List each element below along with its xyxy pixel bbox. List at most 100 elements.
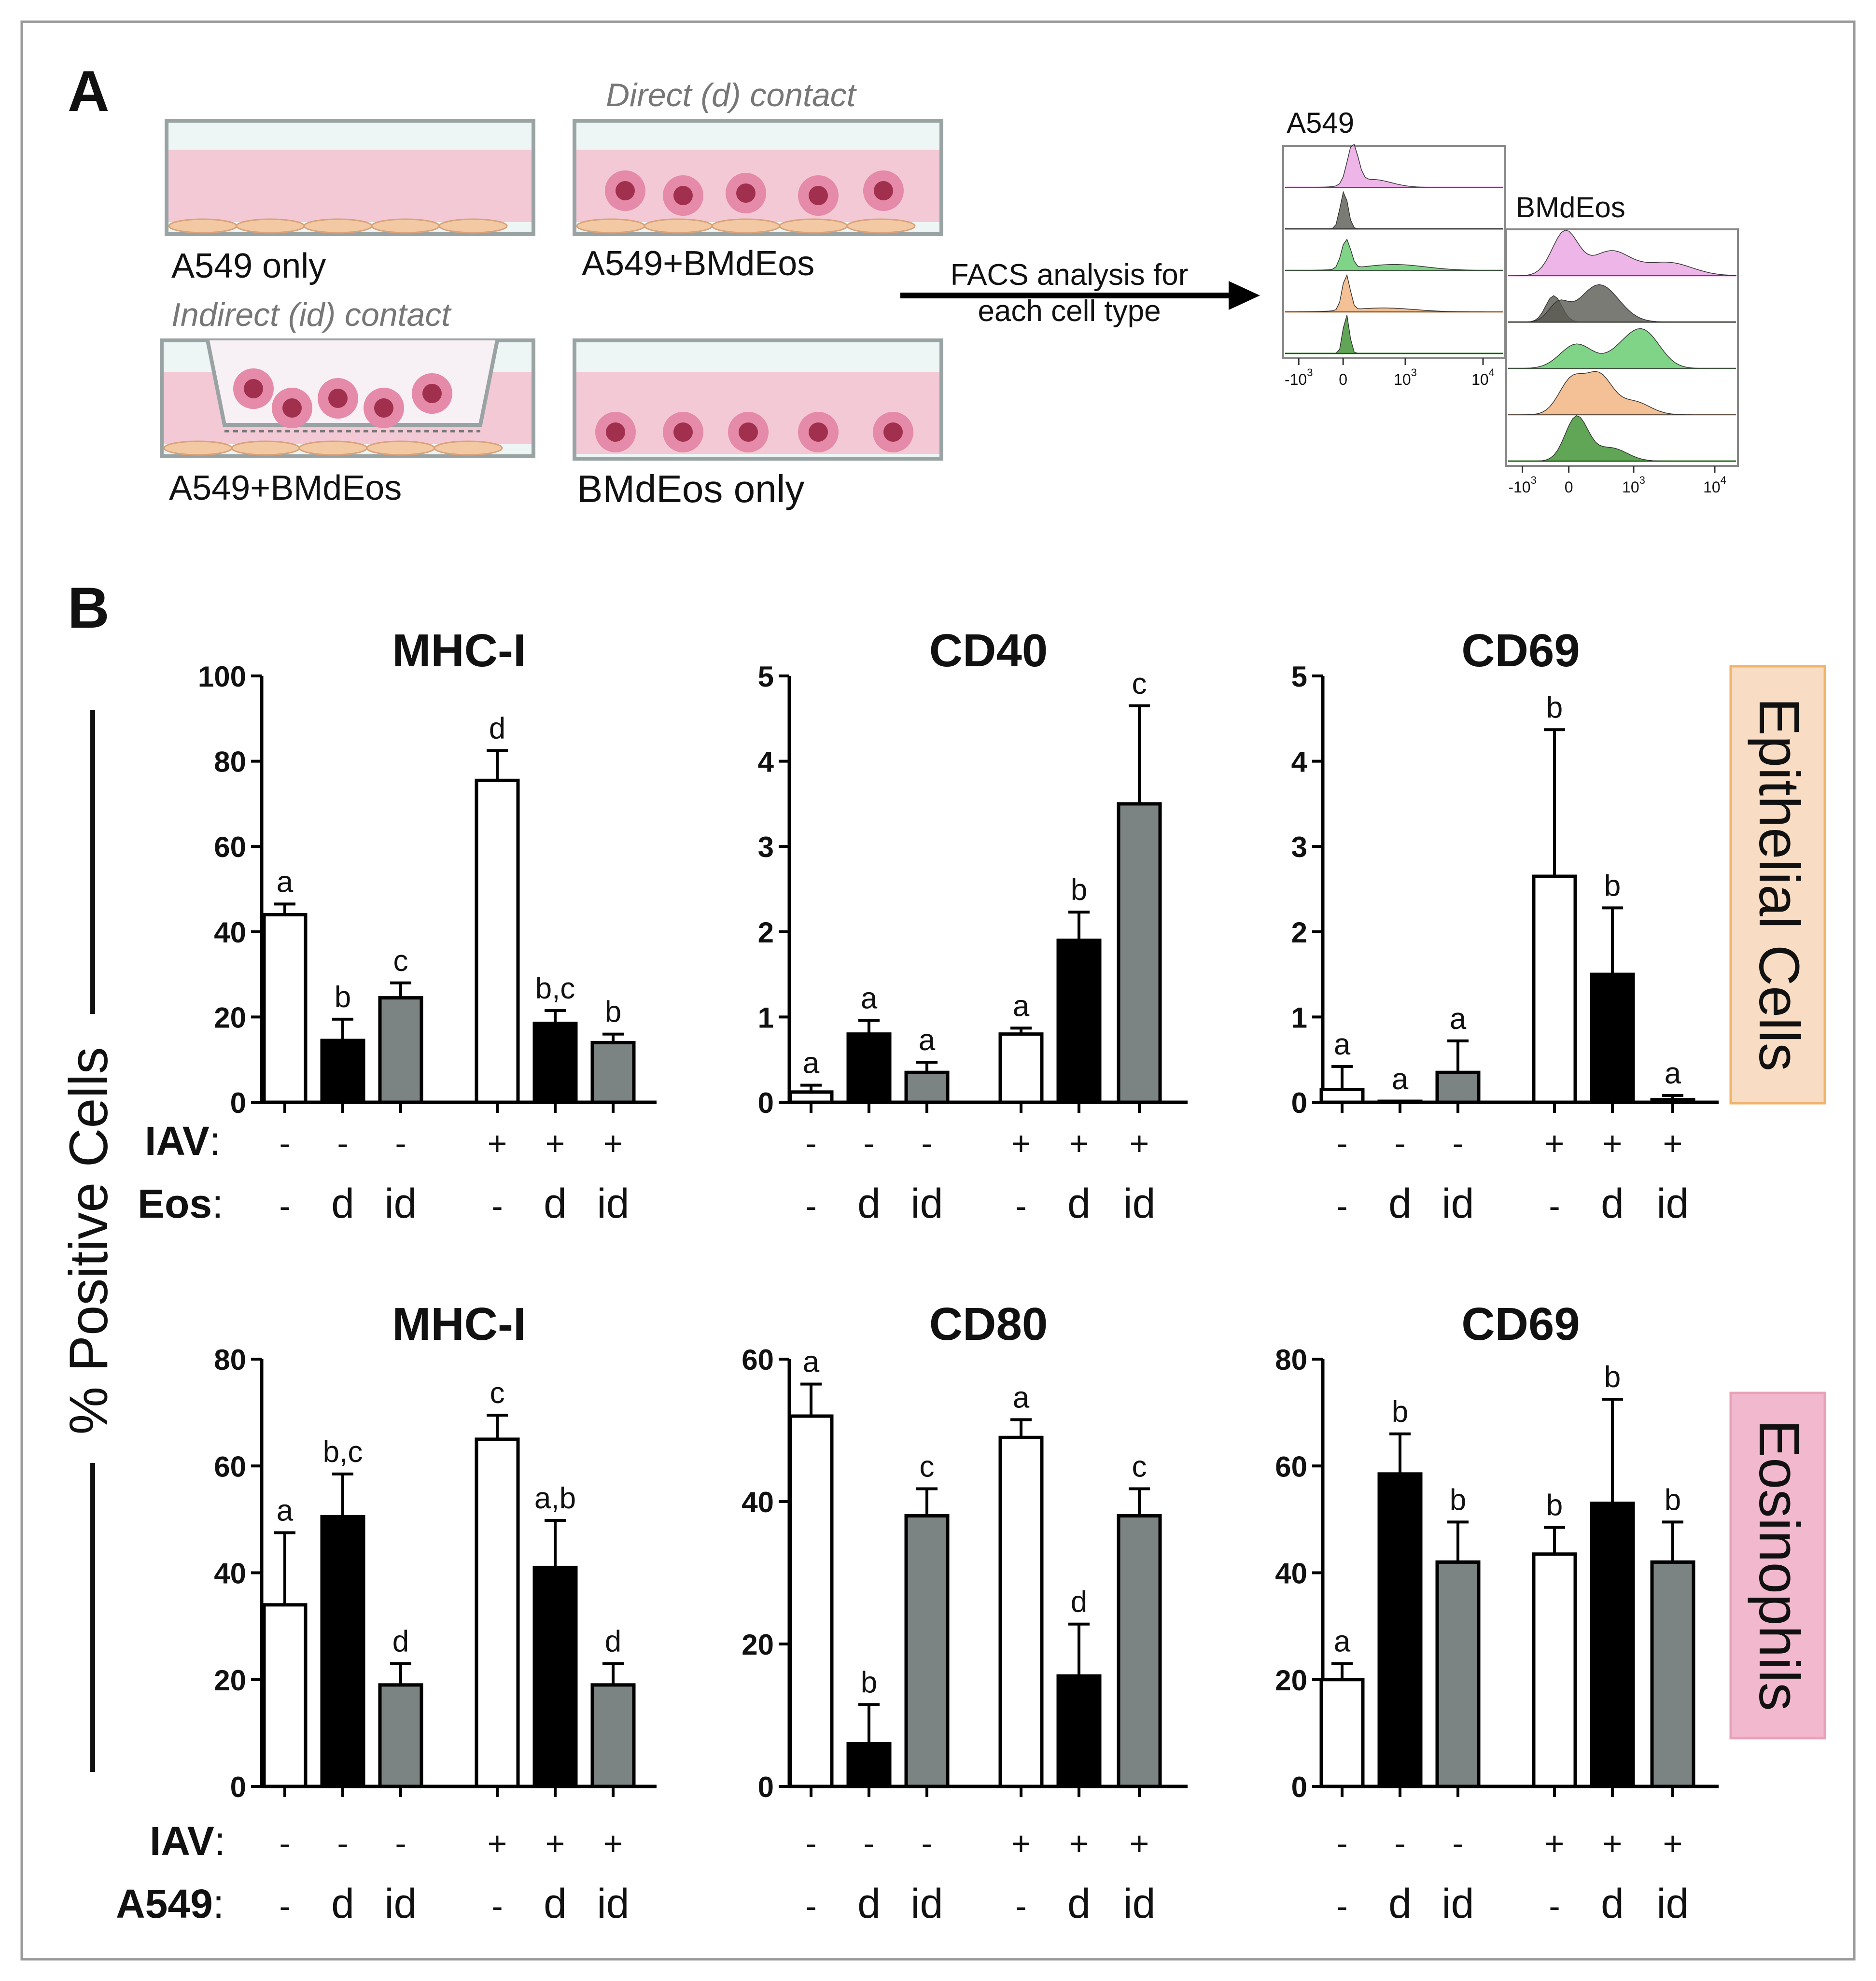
significance-letter: b xyxy=(335,981,351,1014)
treatment-sign: - xyxy=(1549,1187,1560,1225)
treatment-sign: - xyxy=(1549,1887,1560,1925)
treatment-sign: - xyxy=(491,1887,503,1925)
histogram-tick-label: 104 xyxy=(1703,474,1726,496)
bar xyxy=(590,1683,636,1788)
panel-a-label: A xyxy=(68,59,110,124)
y-tick-label: 1 xyxy=(758,1001,774,1034)
treatment-sign: + xyxy=(1603,1825,1623,1862)
treatment-sign: - xyxy=(1394,1124,1405,1162)
treatment-sign: - xyxy=(1336,1187,1347,1225)
treatment-sign: - xyxy=(279,1887,290,1925)
treatment-sign: - xyxy=(1452,1825,1463,1862)
bar xyxy=(1650,1098,1695,1104)
bar xyxy=(1590,972,1635,1104)
treatment-sign: id xyxy=(1657,1881,1689,1927)
significance-letter: c xyxy=(1132,1450,1147,1483)
significance-letter: a xyxy=(277,865,294,899)
treatment-sign: id xyxy=(911,1881,943,1927)
treatment-sign: d xyxy=(1388,1881,1412,1927)
histogram-curve xyxy=(1508,371,1736,415)
significance-letter: a xyxy=(1665,1057,1681,1090)
treatment-sign: + xyxy=(1011,1124,1031,1162)
y-tick-label: 5 xyxy=(758,660,774,693)
bar xyxy=(262,1603,308,1788)
bar xyxy=(378,996,423,1104)
row-label-eosinophils-text: Eosinophils xyxy=(1747,1419,1811,1711)
bar xyxy=(475,1437,520,1788)
row-label-box xyxy=(1729,1391,1826,1740)
treatment-sign: - xyxy=(279,1825,290,1862)
treatment-sign: - xyxy=(1394,1825,1405,1862)
treatment-sign: id xyxy=(1657,1180,1689,1227)
significance-letter: a xyxy=(1013,1381,1030,1414)
y-tick-label: 40 xyxy=(1275,1558,1307,1590)
bar xyxy=(904,1514,950,1788)
histogram-bmdeos: BMdEos -103 0 103 104 xyxy=(1505,191,1739,496)
bar xyxy=(1650,1560,1695,1788)
y-tick-label: 100 xyxy=(198,660,246,693)
bar xyxy=(1377,1472,1423,1788)
treatment-sign: - xyxy=(1015,1887,1026,1925)
histogram-bmdeos-title: BMdEos xyxy=(1516,191,1625,224)
histogram-curve xyxy=(1285,239,1503,271)
treatment-sign: - xyxy=(805,1887,816,1925)
significance-letter: b xyxy=(1546,691,1563,724)
facs-arrow-text-1: FACS analysis for xyxy=(951,258,1189,292)
bar xyxy=(1435,1070,1481,1104)
treatment-sign: d xyxy=(544,1881,567,1927)
y-tick-label: 20 xyxy=(1275,1664,1307,1697)
well-label-direct: A549+BMdEos xyxy=(582,244,814,283)
y-tick-label: 3 xyxy=(758,831,774,863)
y-tick-label: 60 xyxy=(742,1344,774,1376)
significance-letter: a xyxy=(1334,1625,1351,1658)
y-tick-label: 40 xyxy=(214,1558,246,1590)
significance-letter: b xyxy=(1546,1489,1563,1522)
significance-letter: d xyxy=(1071,1586,1087,1619)
bar xyxy=(998,1435,1044,1788)
histogram-tick-exponent: 4 xyxy=(1489,366,1495,379)
well-label-a549-only: A549 only xyxy=(171,247,326,285)
treatment-sign: - xyxy=(805,1124,816,1162)
treatment-sign: + xyxy=(1069,1825,1089,1862)
significance-letter: b xyxy=(1604,1361,1621,1394)
significance-letter: b xyxy=(861,1666,877,1699)
significance-letter: b xyxy=(1392,1395,1408,1429)
treatment-sign: id xyxy=(385,1881,417,1927)
histogram-curve xyxy=(1285,143,1503,188)
treatment-sign: - xyxy=(1336,1124,1347,1162)
significance-letter: b xyxy=(1450,1483,1466,1517)
treatment-sign: id xyxy=(597,1180,630,1227)
treatment-sign: id xyxy=(1123,1881,1156,1927)
y-axis-title-group: % Positive Cells xyxy=(58,710,119,1772)
significance-letter: a,b xyxy=(534,1482,576,1515)
chart-title: CD69 xyxy=(1461,1298,1580,1350)
treatment-sign: - xyxy=(279,1124,290,1162)
treatment-sign: - xyxy=(337,1825,348,1862)
bar-charts: MHC-I020406080100a--b-dc-idd+-b,c+db+idC… xyxy=(198,625,1719,1927)
significance-letter: b,c xyxy=(535,972,575,1005)
y-tick-label: 0 xyxy=(1291,1771,1307,1803)
treatment-sign: - xyxy=(279,1187,290,1225)
significance-letter: b xyxy=(605,996,621,1029)
bar xyxy=(1435,1560,1481,1788)
bar xyxy=(1532,874,1577,1104)
treatment-sign: - xyxy=(395,1825,406,1862)
treatment-sign: - xyxy=(1336,1825,1347,1862)
significance-letter: a xyxy=(861,982,878,1015)
bar xyxy=(1319,1678,1365,1788)
bar xyxy=(846,1032,892,1104)
treatment-sign: + xyxy=(1069,1124,1089,1162)
histogram-tick-label: 0 xyxy=(1339,371,1347,388)
significance-letter: a xyxy=(919,1024,936,1057)
y-tick-label: 1 xyxy=(1291,1001,1307,1034)
significance-letter: b,c xyxy=(323,1435,363,1469)
treatment-sign: d xyxy=(857,1881,881,1927)
y-tick-label: 40 xyxy=(742,1486,774,1518)
treatment-sign: - xyxy=(805,1825,816,1862)
y-tick-label: 20 xyxy=(214,1664,246,1697)
treatment-sign: + xyxy=(1130,1825,1149,1862)
histogram-curve xyxy=(1508,415,1736,462)
histogram-tick-exponent: 4 xyxy=(1721,474,1726,486)
